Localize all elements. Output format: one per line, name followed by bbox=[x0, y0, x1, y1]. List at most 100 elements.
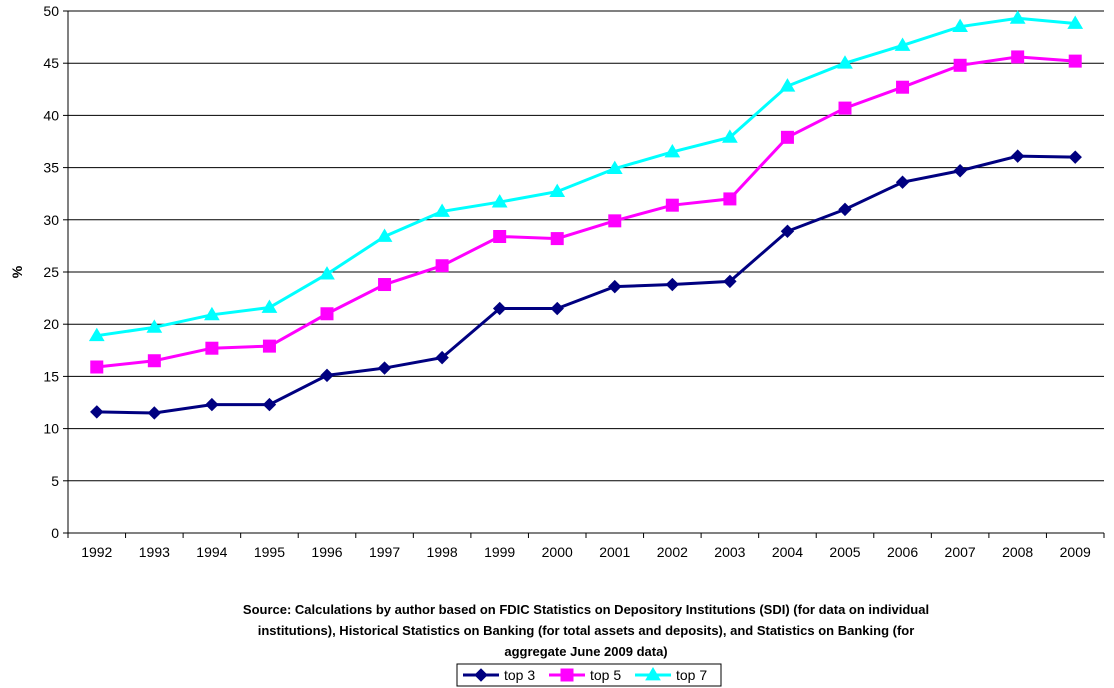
point-top-7-2007 bbox=[952, 18, 968, 33]
legend-marker-top-3 bbox=[474, 668, 488, 682]
y-tick-label-50: 50 bbox=[43, 3, 59, 19]
point-top-5-1998 bbox=[435, 259, 449, 273]
point-top-7-1996 bbox=[319, 266, 335, 280]
point-top-7-1994 bbox=[204, 306, 220, 321]
x-tick-label-2009: 2009 bbox=[1060, 544, 1091, 560]
point-top-5-2001 bbox=[608, 214, 622, 228]
point-top-5-1993 bbox=[147, 354, 161, 368]
point-top-5-2002 bbox=[665, 198, 679, 212]
point-top-7-2000 bbox=[549, 183, 566, 198]
y-tick-label-45: 45 bbox=[43, 55, 59, 71]
point-top-7-1999 bbox=[491, 194, 508, 208]
point-top-3-1996 bbox=[320, 368, 334, 383]
y-axis-label: % bbox=[9, 265, 25, 278]
x-tick-labels: 1992 1993 1994 1995 1996 1997 1998 1999 2000 2001… bbox=[81, 544, 1091, 560]
point-top-7-1995 bbox=[261, 299, 278, 313]
point-top-5-2004 bbox=[780, 130, 794, 144]
point-top-3-2000 bbox=[550, 301, 564, 316]
x-axis-label-line-1: Source: Calculations by author based on … bbox=[243, 602, 929, 617]
x-tick-label-1994: 1994 bbox=[196, 544, 227, 560]
point-top-5-2007 bbox=[953, 58, 967, 72]
point-top-7-2002 bbox=[664, 143, 681, 158]
point-top-7-1997 bbox=[376, 228, 393, 242]
x-tick-label-1997: 1997 bbox=[369, 544, 400, 560]
series-top-5 bbox=[90, 50, 1082, 374]
point-top-7-1993 bbox=[146, 319, 163, 333]
legend-entry-top-7: top 7 bbox=[635, 667, 707, 683]
point-top-3-1998 bbox=[435, 350, 449, 365]
point-top-5-2008 bbox=[1011, 50, 1025, 64]
legend-marker-top-7 bbox=[645, 667, 661, 681]
point-top-3-1999 bbox=[492, 301, 507, 316]
x-tick-label-2007: 2007 bbox=[945, 544, 976, 560]
x-tick-label-2001: 2001 bbox=[599, 544, 630, 560]
point-top-7-2009 bbox=[1067, 15, 1084, 29]
point-top-5-2006 bbox=[896, 80, 910, 94]
y-tick-label-10: 10 bbox=[43, 421, 59, 437]
point-top-7-2001 bbox=[606, 160, 623, 175]
point-top-5-2009 bbox=[1068, 54, 1082, 68]
y-tick-label-35: 35 bbox=[43, 160, 59, 176]
y-tick-label-5: 5 bbox=[51, 473, 59, 489]
point-top-3-2007 bbox=[953, 164, 967, 178]
y-tick-label-15: 15 bbox=[43, 368, 59, 384]
point-top-3-2003 bbox=[723, 274, 737, 289]
point-top-3-1992 bbox=[90, 405, 104, 419]
point-top-3-2009 bbox=[1068, 150, 1082, 164]
legend-label-top-5: top 5 bbox=[590, 667, 621, 683]
legend-entry-top-3: top 3 bbox=[463, 667, 535, 683]
series-line-top-5 bbox=[96, 55, 1076, 369]
y-tick-labels: 0 5 10 15 20 25 30 35 40 45 50 bbox=[43, 3, 59, 541]
point-top-7-1992 bbox=[88, 327, 105, 342]
x-tick-label-1996: 1996 bbox=[311, 544, 342, 560]
point-top-7-1998 bbox=[434, 203, 450, 217]
x-tick-label-1999: 1999 bbox=[484, 544, 515, 560]
point-top-3-2001 bbox=[608, 279, 622, 294]
point-top-7-2005 bbox=[837, 55, 853, 69]
point-top-3-2005 bbox=[838, 202, 852, 217]
y-tick-label-20: 20 bbox=[43, 316, 59, 332]
x-tick-label-2005: 2005 bbox=[829, 544, 860, 560]
point-top-5-1996 bbox=[320, 307, 334, 321]
legend-marker-top-5 bbox=[560, 668, 574, 682]
legend-label-top-3: top 3 bbox=[504, 667, 535, 683]
series-line-top-7 bbox=[96, 16, 1076, 338]
point-top-5-2005 bbox=[838, 101, 852, 115]
point-top-5-2003 bbox=[723, 192, 737, 206]
legend: top 3 top 5 top 7 bbox=[456, 663, 722, 687]
point-top-7-2003 bbox=[722, 129, 738, 143]
x-tick-label-2003: 2003 bbox=[714, 544, 745, 560]
legend-entry-top-5: top 5 bbox=[549, 667, 621, 683]
x-tick-label-2002: 2002 bbox=[657, 544, 688, 560]
point-top-7-2008 bbox=[1009, 10, 1026, 24]
series-line-top-3 bbox=[96, 154, 1076, 415]
y-tick-label-0: 0 bbox=[51, 525, 59, 541]
legend-box bbox=[456, 663, 722, 687]
series-top-3 bbox=[90, 149, 1082, 420]
y-tick-label-25: 25 bbox=[43, 264, 59, 280]
point-top-7-2006 bbox=[894, 37, 911, 51]
point-top-3-2006 bbox=[895, 175, 910, 189]
x-tick-label-2006: 2006 bbox=[887, 544, 918, 560]
x-tick-label-1995: 1995 bbox=[254, 544, 285, 560]
point-top-3-1997 bbox=[377, 361, 392, 375]
point-top-3-1995 bbox=[262, 397, 277, 412]
point-top-5-2000 bbox=[550, 232, 564, 246]
point-top-7-2004 bbox=[779, 78, 796, 92]
gridlines bbox=[68, 10, 1104, 482]
y-tick-label-40: 40 bbox=[43, 107, 59, 123]
point-top-5-1997 bbox=[378, 278, 392, 292]
point-top-3-1994 bbox=[205, 397, 219, 412]
x-tick-label-1992: 1992 bbox=[81, 544, 112, 560]
axes bbox=[63, 10, 1105, 538]
point-top-3-2002 bbox=[665, 277, 680, 292]
x-axis-label-line-3: aggregate June 2009 data) bbox=[504, 644, 667, 659]
x-tick-label-1998: 1998 bbox=[427, 544, 458, 560]
series-group bbox=[88, 10, 1084, 420]
point-top-3-2008 bbox=[1010, 149, 1025, 163]
point-top-5-1992 bbox=[90, 360, 104, 374]
x-tick-label-1993: 1993 bbox=[139, 544, 170, 560]
point-top-5-1999 bbox=[493, 230, 507, 244]
